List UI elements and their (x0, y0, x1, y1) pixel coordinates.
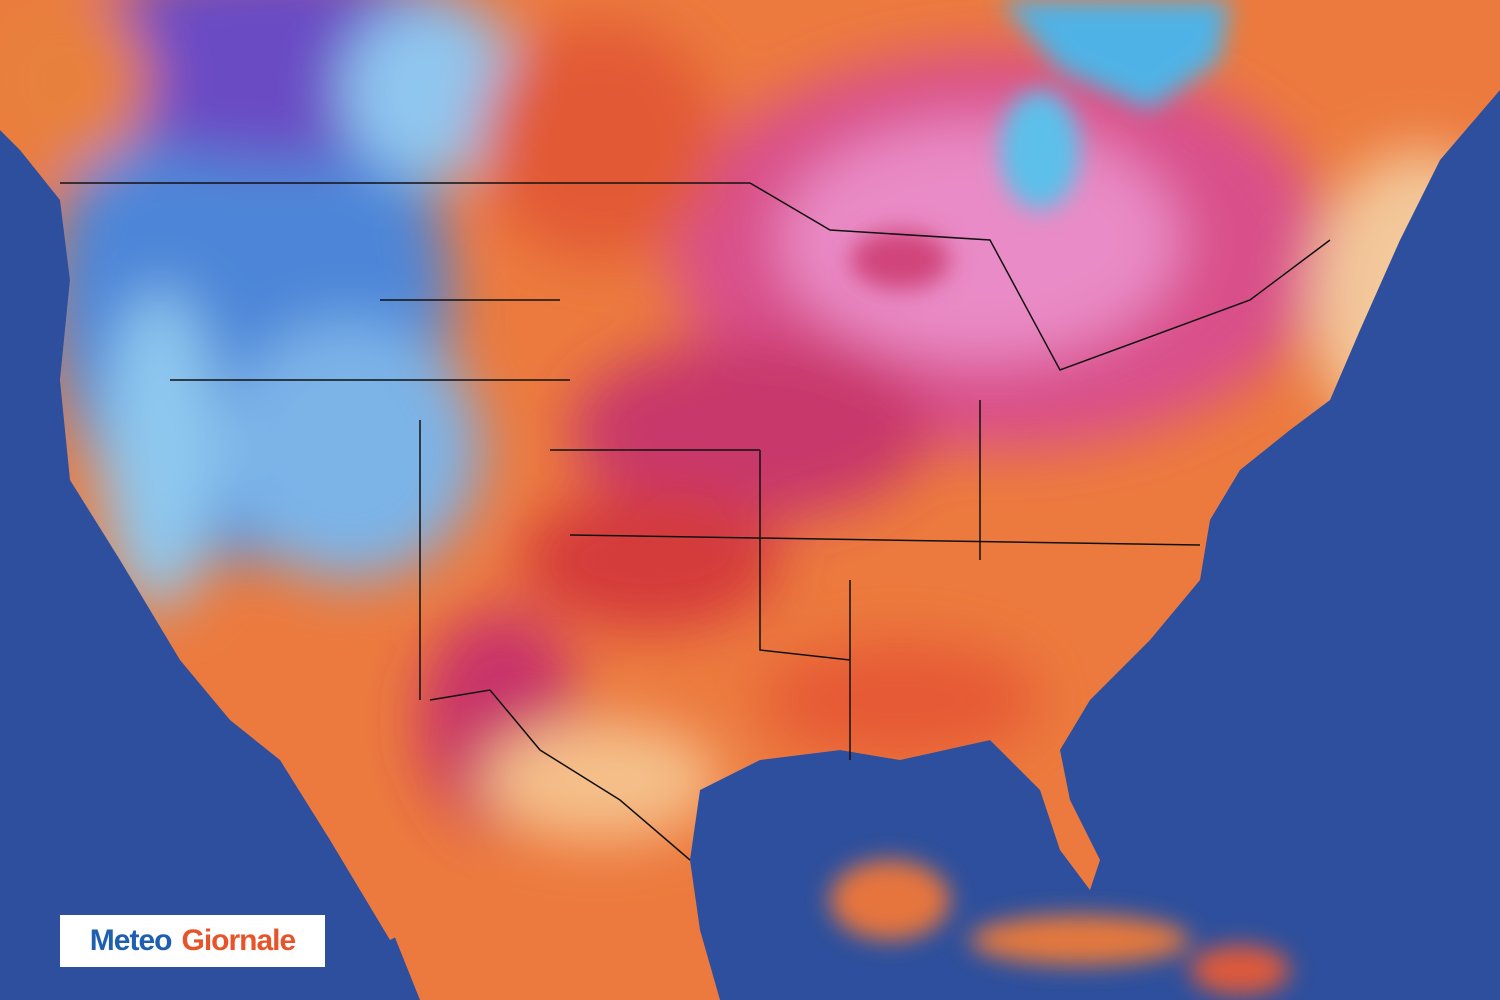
logo-word: Giornale (181, 924, 296, 957)
logo: Meteo Giornale (60, 915, 325, 967)
water-bodies (830, 0, 1290, 995)
logo-word: Meteo (89, 924, 173, 957)
borders (60, 182, 1331, 861)
